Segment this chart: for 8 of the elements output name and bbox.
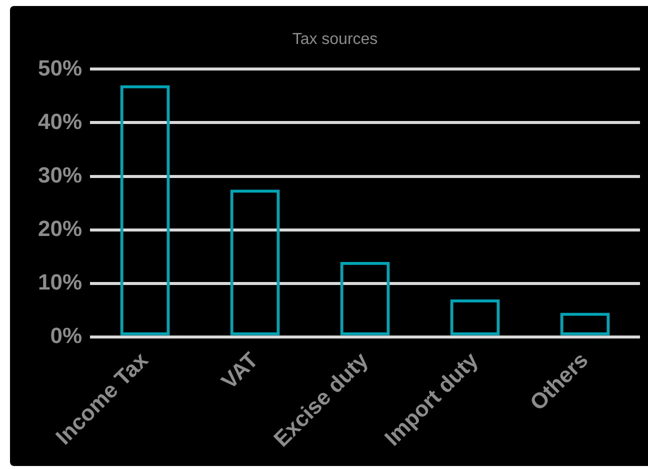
y-tick-label: 30% xyxy=(38,162,82,188)
y-tick-label: 40% xyxy=(38,108,82,134)
y-tick-label: 10% xyxy=(38,269,82,294)
y-tick-label: 20% xyxy=(38,216,82,241)
y-tick-label: 0% xyxy=(50,322,82,348)
y-tick-label: 50% xyxy=(38,55,82,80)
x-tick-label: VAT xyxy=(216,346,264,394)
chart-title: Tax sources xyxy=(292,31,378,48)
